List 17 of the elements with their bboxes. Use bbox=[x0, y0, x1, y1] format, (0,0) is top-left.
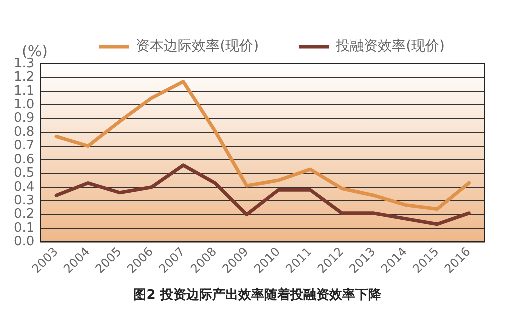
y-tick-label: 0.8 bbox=[14, 124, 35, 140]
y-tick-label: 0.3 bbox=[14, 193, 35, 208]
y-tick-label: 0.2 bbox=[14, 207, 35, 222]
y-tick-label: 0.5 bbox=[14, 166, 35, 182]
y-tick-label: 0.0 bbox=[14, 234, 35, 250]
y-tick-label: 1.1 bbox=[14, 84, 35, 99]
y-tick-label: 1.2 bbox=[14, 70, 35, 86]
y-tick-label: 0.4 bbox=[14, 180, 35, 195]
legend-label: 投融资效率(现价) bbox=[335, 38, 446, 55]
y-tick-label: 1.0 bbox=[14, 98, 35, 113]
y-tick-label: 0.1 bbox=[14, 220, 35, 236]
y-tick-label: 0.9 bbox=[14, 111, 35, 126]
caption: 图2 投资边际产出效率随着投融资效率下降 bbox=[132, 286, 382, 304]
y-tick-label: 1.3 bbox=[14, 56, 35, 72]
y-tick-label: 0.6 bbox=[14, 152, 35, 168]
y-tick-label: 0.7 bbox=[14, 138, 35, 154]
legend-label: 资本边际效率(现价) bbox=[136, 38, 260, 55]
